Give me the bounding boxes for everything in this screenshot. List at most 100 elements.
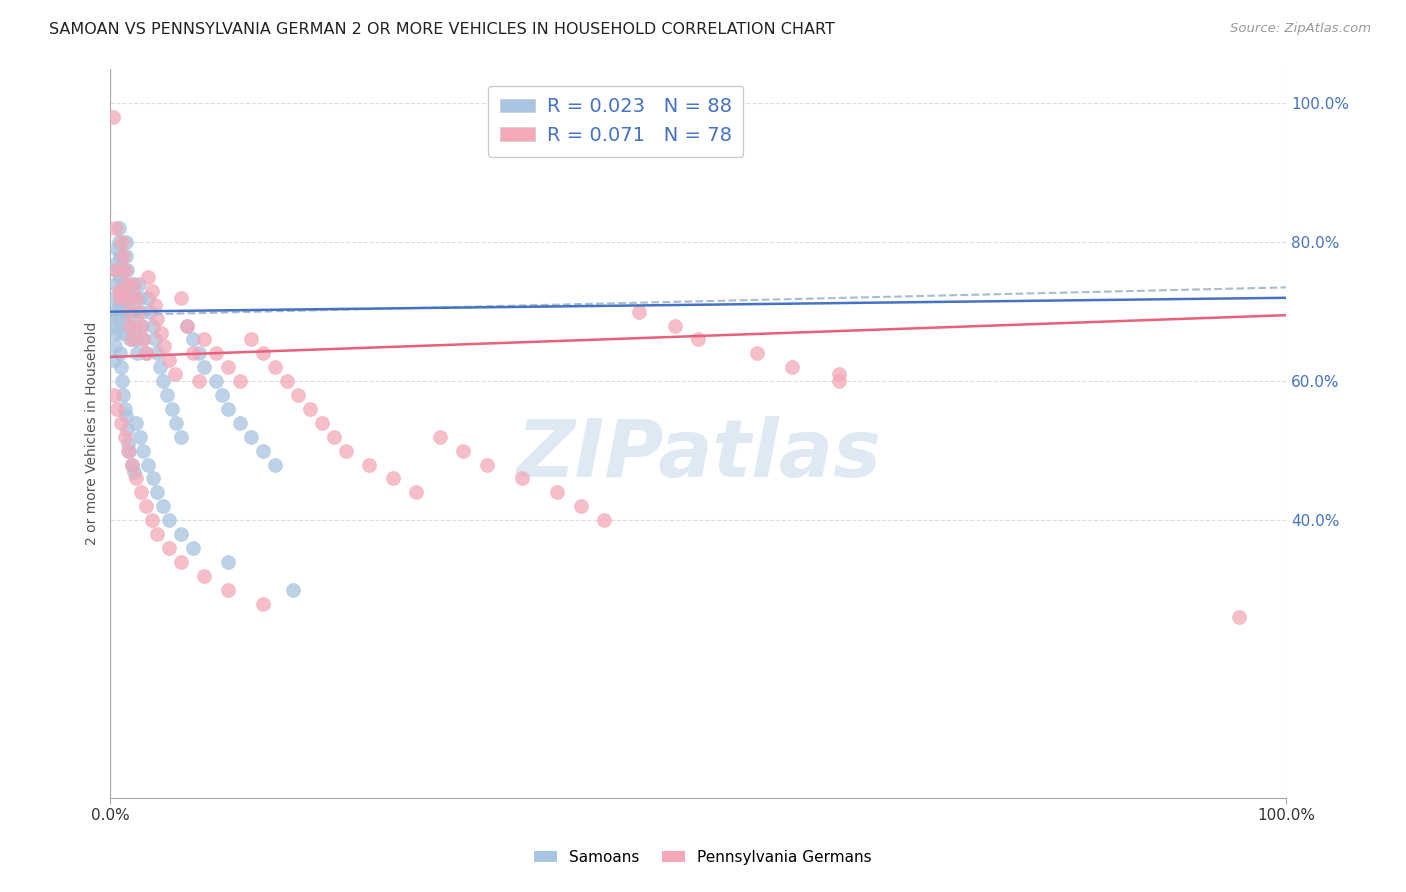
Point — [569, 500, 592, 514]
Point — [139, 304, 162, 318]
Point — [181, 346, 204, 360]
Point — [688, 333, 710, 347]
Point — [114, 401, 136, 416]
Point — [129, 318, 152, 333]
Y-axis label: 2 or more Vehicles in Household: 2 or more Vehicles in Household — [86, 322, 100, 545]
Point — [136, 458, 159, 472]
Point — [108, 346, 131, 360]
Point — [176, 318, 198, 333]
Point — [112, 388, 135, 402]
Point — [105, 263, 128, 277]
Point — [157, 513, 180, 527]
Point — [228, 416, 250, 430]
Text: Source: ZipAtlas.com: Source: ZipAtlas.com — [1230, 22, 1371, 36]
Point — [217, 582, 239, 597]
Point — [121, 458, 143, 472]
Point — [276, 374, 298, 388]
Point — [252, 597, 274, 611]
Point — [281, 582, 304, 597]
Point — [181, 333, 204, 347]
Point — [114, 409, 136, 423]
Point — [104, 221, 127, 235]
Point — [105, 326, 128, 340]
Point — [129, 304, 152, 318]
Point — [108, 291, 131, 305]
Point — [118, 318, 141, 333]
Point — [149, 360, 172, 375]
Point — [111, 326, 134, 340]
Point — [115, 263, 138, 277]
Point — [121, 333, 143, 347]
Point — [105, 277, 128, 291]
Point — [110, 298, 132, 312]
Point — [114, 277, 136, 291]
Legend: R = 0.023   N = 88, R = 0.071   N = 78: R = 0.023 N = 88, R = 0.071 N = 78 — [488, 86, 744, 157]
Point — [122, 465, 145, 479]
Point — [107, 242, 129, 256]
Point — [149, 326, 172, 340]
Point — [114, 430, 136, 444]
Point — [187, 346, 209, 360]
Point — [135, 500, 157, 514]
Point — [217, 401, 239, 416]
Point — [125, 291, 148, 305]
Point — [135, 346, 157, 360]
Point — [136, 291, 159, 305]
Point — [118, 304, 141, 318]
Point — [129, 485, 152, 500]
Point — [104, 291, 127, 305]
Point — [105, 263, 128, 277]
Point — [124, 318, 146, 333]
Point — [152, 374, 174, 388]
Point — [121, 458, 143, 472]
Text: SAMOAN VS PENNSYLVANIA GERMAN 2 OR MORE VEHICLES IN HOUSEHOLD CORRELATION CHART: SAMOAN VS PENNSYLVANIA GERMAN 2 OR MORE … — [49, 22, 835, 37]
Point — [121, 291, 143, 305]
Point — [107, 401, 129, 416]
Point — [114, 263, 136, 277]
Point — [252, 346, 274, 360]
Point — [381, 471, 404, 485]
Point — [107, 235, 129, 250]
Point — [141, 513, 163, 527]
Point — [117, 291, 139, 305]
Point — [205, 346, 228, 360]
Point — [128, 430, 150, 444]
Point — [128, 304, 150, 318]
Point — [335, 443, 357, 458]
Point — [117, 284, 139, 298]
Point — [125, 333, 148, 347]
Point — [114, 235, 136, 250]
Point — [135, 346, 157, 360]
Point — [264, 458, 287, 472]
Point — [112, 263, 135, 277]
Point — [112, 249, 135, 263]
Point — [205, 374, 228, 388]
Point — [143, 298, 166, 312]
Point — [451, 443, 474, 458]
Point — [122, 304, 145, 318]
Point — [193, 360, 215, 375]
Point — [110, 284, 132, 298]
Point — [157, 353, 180, 368]
Point — [111, 235, 134, 250]
Point — [429, 430, 451, 444]
Point — [101, 318, 124, 333]
Point — [146, 311, 169, 326]
Point — [132, 443, 155, 458]
Point — [107, 298, 129, 312]
Point — [122, 277, 145, 291]
Point — [510, 471, 533, 485]
Point — [193, 333, 215, 347]
Point — [107, 311, 129, 326]
Point — [121, 277, 143, 291]
Point — [165, 416, 187, 430]
Point — [114, 249, 136, 263]
Point — [136, 269, 159, 284]
Point — [117, 304, 139, 318]
Point — [156, 388, 179, 402]
Point — [111, 311, 134, 326]
Point — [228, 374, 250, 388]
Point — [217, 360, 239, 375]
Point — [103, 304, 125, 318]
Point — [107, 284, 129, 298]
